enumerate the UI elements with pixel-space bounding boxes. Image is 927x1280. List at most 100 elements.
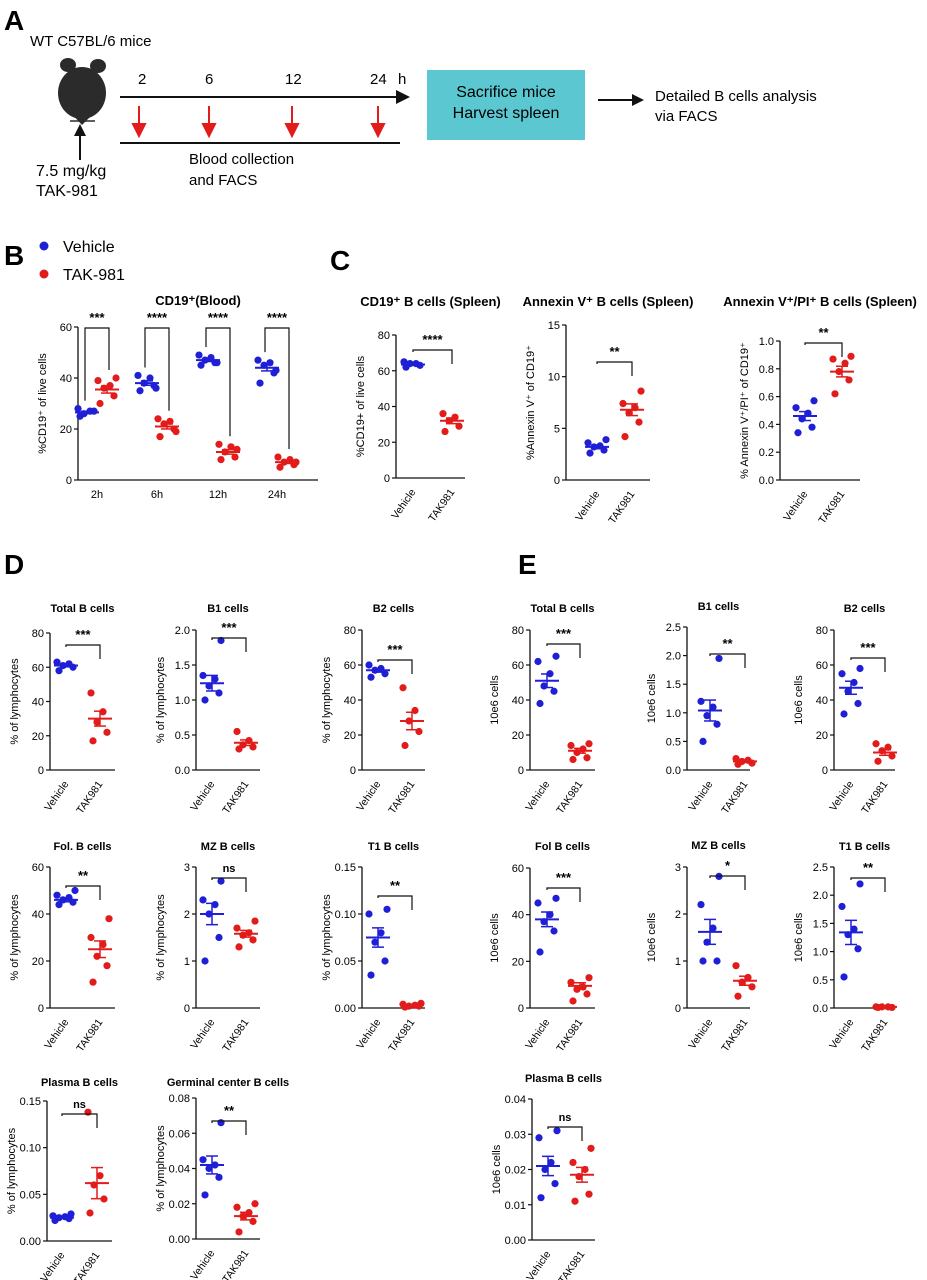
vehicle-point bbox=[602, 436, 610, 444]
significance-bracket bbox=[61, 1113, 98, 1128]
vehicle-point bbox=[808, 423, 816, 431]
y-tick-label: 0.5 bbox=[175, 730, 190, 742]
tak981-point bbox=[637, 387, 645, 395]
chart-17: Germinal center B cells 0.00 0.02 0.04 0.06 0… bbox=[155, 1077, 289, 1280]
y-tick-label: 40 bbox=[378, 402, 390, 414]
tak981-point bbox=[585, 740, 593, 748]
tak981-point bbox=[874, 757, 882, 765]
vehicle-point bbox=[856, 880, 864, 888]
chart-8: B1 cells 0.0 0.5 1.0 1.5 2.0 2.5 10e6 cells Vehi… bbox=[646, 601, 757, 816]
y-tick-label: 0.0 bbox=[666, 765, 681, 777]
vehicle-point bbox=[53, 658, 61, 666]
significance-label: *** bbox=[860, 640, 876, 655]
significance-label: **** bbox=[208, 310, 229, 325]
y-tick-label: 60 bbox=[378, 366, 390, 378]
vehicle-point bbox=[201, 1191, 209, 1199]
y-axis-label: %Annexin V⁺ of CD19⁺ bbox=[525, 345, 537, 460]
significance-label: *** bbox=[556, 870, 572, 885]
y-tick-label: 60 bbox=[32, 862, 44, 874]
significance-label: ns bbox=[559, 1112, 572, 1124]
sacrifice-label-1: Sacrifice mice bbox=[456, 84, 556, 101]
y-axis-label: 10e6 cells bbox=[793, 912, 805, 962]
vehicle-point bbox=[703, 712, 711, 720]
y-tick-label: 40 bbox=[512, 695, 524, 707]
significance-label: ** bbox=[722, 636, 733, 651]
x-tick-label: TAK981 bbox=[606, 489, 637, 526]
significance-label: ** bbox=[390, 878, 401, 893]
tak981-point bbox=[569, 755, 577, 764]
y-tick-label: 0.01 bbox=[505, 1200, 526, 1212]
tak981-point bbox=[748, 983, 756, 991]
y-tick-label: 60 bbox=[344, 660, 356, 672]
x-tick-label: Vehicle bbox=[42, 1017, 71, 1052]
vehicle-point bbox=[838, 670, 846, 678]
significance-bracket bbox=[84, 327, 110, 401]
y-tick-label: 2.5 bbox=[813, 862, 828, 874]
analysis-label-1: Detailed B cells analysis bbox=[655, 88, 817, 105]
y-tick-label: 1 bbox=[675, 956, 681, 968]
chart-title: Fol. B cells bbox=[53, 841, 111, 853]
y-tick-label: 15 bbox=[548, 320, 560, 332]
y-tick-label: 0.5 bbox=[813, 975, 828, 987]
tak981-point bbox=[732, 962, 740, 970]
y-tick-label: 40 bbox=[32, 909, 44, 921]
significance-bracket bbox=[546, 887, 581, 902]
chart-15: T1 B cells 0.0 0.5 1.0 1.5 2.0 2.5 10e6 cells Ve… bbox=[793, 841, 897, 1054]
y-tick-label: 0.00 bbox=[169, 1234, 190, 1246]
significance-bracket bbox=[596, 361, 633, 376]
vehicle-point bbox=[199, 671, 207, 680]
y-tick-label: 80 bbox=[816, 625, 828, 637]
tak981-point bbox=[831, 390, 839, 398]
y-tick-label: 3 bbox=[184, 862, 190, 874]
legend-vehicle-marker bbox=[39, 241, 49, 251]
significance-label: ** bbox=[863, 860, 874, 875]
chart-4: Total B cells 0 20 40 60 80 % of lymphocytes Ve… bbox=[9, 603, 115, 816]
significance-label: **** bbox=[422, 332, 443, 347]
chart-title: MZ B cells bbox=[691, 840, 745, 852]
vehicle-point bbox=[71, 886, 79, 895]
y-axis-label: 10e6 cells bbox=[489, 675, 501, 725]
vehicle-point bbox=[850, 925, 858, 933]
y-tick-label: 0.08 bbox=[169, 1093, 190, 1105]
tak981-point bbox=[227, 443, 235, 451]
timepoint-12: 12 bbox=[285, 71, 302, 88]
y-tick-label: 0 bbox=[554, 475, 560, 487]
tak981-point bbox=[571, 1197, 579, 1205]
time-unit: h bbox=[398, 71, 406, 88]
vehicle-point bbox=[381, 957, 389, 965]
x-tick-label: TAK981 bbox=[556, 1249, 587, 1280]
dose-label-1: 7.5 mg/kg bbox=[36, 163, 106, 180]
vehicle-point bbox=[215, 1173, 223, 1181]
significance-label: ** bbox=[224, 1103, 235, 1118]
chart-title: Annexin V⁺/PI⁺ B cells (Spleen) bbox=[723, 294, 917, 309]
significance-bracket bbox=[377, 895, 413, 910]
legend-vehicle-label: Vehicle bbox=[63, 239, 115, 256]
chart-7: Total B cells 0 20 40 60 80 10e6 cells Vehicle T… bbox=[489, 603, 595, 816]
x-tick-label: Vehicle bbox=[42, 779, 71, 814]
y-axis-label: % of lymphocytes bbox=[155, 1125, 167, 1212]
tak981-point bbox=[276, 463, 284, 471]
chart-18: Plasma B cells 0.00 0.01 0.02 0.03 0.04 10e6 c… bbox=[491, 1073, 602, 1280]
timepoint-24: 24 bbox=[370, 71, 387, 88]
x-tick-label: TAK981 bbox=[220, 1017, 251, 1054]
y-tick-label: 40 bbox=[60, 373, 72, 385]
x-tick-label: TAK981 bbox=[71, 1250, 102, 1280]
y-tick-label: 80 bbox=[512, 625, 524, 637]
y-tick-label: 0.15 bbox=[335, 862, 356, 874]
tak981-point bbox=[249, 1217, 257, 1225]
y-tick-label: 60 bbox=[32, 662, 44, 674]
tak981-point bbox=[585, 1190, 593, 1198]
vehicle-point bbox=[195, 351, 203, 359]
vehicle-point bbox=[53, 891, 61, 899]
y-tick-label: 0.10 bbox=[20, 1143, 41, 1155]
sacrifice-box bbox=[427, 70, 585, 140]
chart-title: Plasma B cells bbox=[41, 1077, 118, 1089]
tak981-point bbox=[399, 684, 407, 692]
chart-11: MZ B cells 0 1 2 3 % of lymphocytes Vehicle TAK… bbox=[155, 841, 260, 1054]
vehicle-point bbox=[55, 667, 63, 675]
tak981-point bbox=[99, 940, 107, 949]
tak981-point bbox=[235, 943, 243, 951]
tak981-point bbox=[103, 728, 111, 736]
tak981-point bbox=[233, 727, 241, 736]
y-axis-label: % of lymphocytes bbox=[321, 894, 333, 981]
